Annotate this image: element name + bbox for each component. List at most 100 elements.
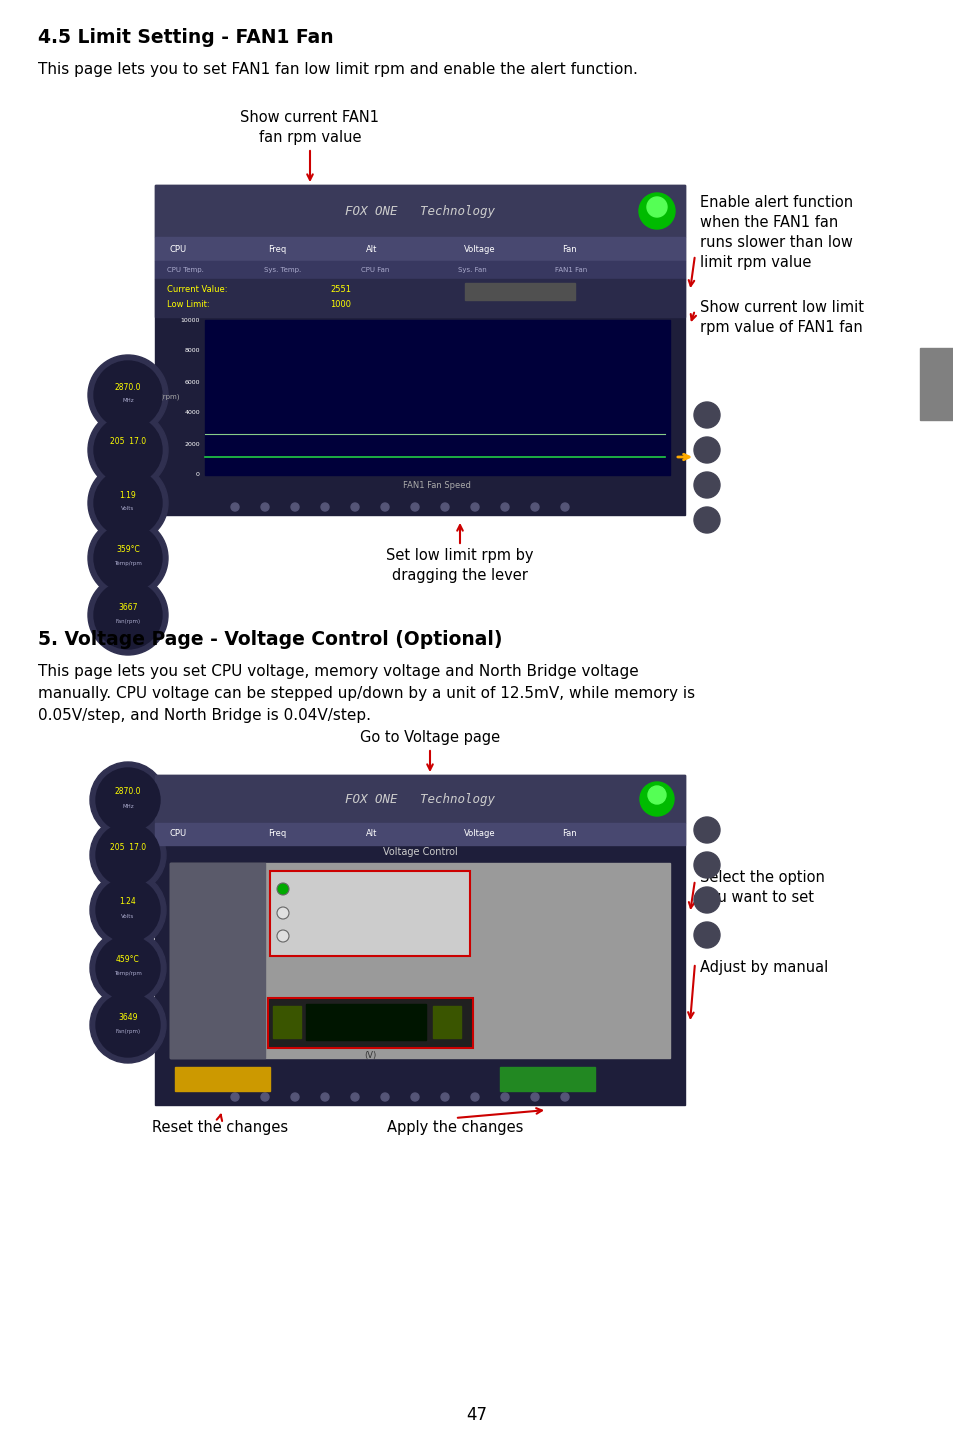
Text: Freq: Freq xyxy=(268,829,286,838)
Text: manually. CPU voltage can be stepped up/down by a unit of 12.5mV, while memory i: manually. CPU voltage can be stepped up/… xyxy=(38,685,695,701)
Text: Temp/rpm: Temp/rpm xyxy=(114,971,142,977)
Text: 4.5 Limit Setting - FAN1 Fan: 4.5 Limit Setting - FAN1 Fan xyxy=(38,28,334,46)
Circle shape xyxy=(94,581,162,649)
Circle shape xyxy=(693,402,720,428)
Text: fan rpm value: fan rpm value xyxy=(258,131,361,145)
Text: Alt: Alt xyxy=(366,829,377,838)
Circle shape xyxy=(500,502,509,511)
Circle shape xyxy=(96,768,160,832)
Text: CPU Voltage (Vcore): CPU Voltage (Vcore) xyxy=(295,884,380,893)
Text: Fan: Fan xyxy=(561,829,576,838)
Text: DRAM Voltage: DRAM Voltage xyxy=(295,909,355,918)
Text: Set low limit rpm by: Set low limit rpm by xyxy=(386,547,533,563)
Bar xyxy=(919,348,953,420)
Text: 0.0000: 0.0000 xyxy=(340,1015,391,1029)
Text: ⚡: ⚡ xyxy=(206,925,228,954)
Bar xyxy=(205,319,669,475)
Circle shape xyxy=(96,937,160,1000)
Text: MHz: MHz xyxy=(122,398,133,404)
Text: Low Limit:: Low Limit: xyxy=(167,301,210,309)
Circle shape xyxy=(471,1093,478,1101)
Text: ▼: ▼ xyxy=(282,1016,291,1027)
Circle shape xyxy=(90,987,166,1063)
Text: FAN1 Fan: FAN1 Fan xyxy=(555,267,587,273)
Bar xyxy=(154,261,684,279)
Circle shape xyxy=(291,1093,298,1101)
Text: Show current low limit: Show current low limit xyxy=(700,301,863,315)
Circle shape xyxy=(380,1093,389,1101)
Text: MHz: MHz xyxy=(122,803,133,809)
Circle shape xyxy=(291,502,298,511)
Text: Voltage Control: Voltage Control xyxy=(382,847,456,857)
Circle shape xyxy=(380,502,389,511)
Text: rpm value of FAN1 fan: rpm value of FAN1 fan xyxy=(700,319,862,335)
Text: 1.24: 1.24 xyxy=(119,897,136,906)
Text: 205  17.0: 205 17.0 xyxy=(110,437,146,447)
Text: 1000: 1000 xyxy=(330,301,351,309)
Bar xyxy=(273,1006,301,1038)
Text: 1.19: 1.19 xyxy=(119,491,136,499)
Bar xyxy=(170,862,265,1059)
Text: 205  17.0: 205 17.0 xyxy=(110,842,146,851)
Text: Select the option: Select the option xyxy=(700,870,824,886)
Bar xyxy=(174,1067,270,1090)
Text: Adjust by manual: Adjust by manual xyxy=(700,960,827,974)
Text: Sys. Temp.: Sys. Temp. xyxy=(264,267,301,273)
Circle shape xyxy=(88,518,168,598)
Text: ▲: ▲ xyxy=(442,1016,451,1027)
Circle shape xyxy=(693,852,720,878)
Circle shape xyxy=(440,502,449,511)
Text: 2000: 2000 xyxy=(184,441,200,447)
Circle shape xyxy=(411,502,418,511)
Circle shape xyxy=(94,524,162,592)
Circle shape xyxy=(320,1093,329,1101)
Circle shape xyxy=(261,1093,269,1101)
Text: 47: 47 xyxy=(466,1406,487,1424)
Text: 0.05V/step, and North Bridge is 0.04V/step.: 0.05V/step, and North Bridge is 0.04V/st… xyxy=(38,709,371,723)
Text: Temp/rpm: Temp/rpm xyxy=(114,562,142,566)
Text: Apply the changes: Apply the changes xyxy=(386,1119,522,1135)
Text: Apply: Apply xyxy=(533,1074,560,1085)
Text: 359°C: 359°C xyxy=(116,546,140,555)
Circle shape xyxy=(500,1093,509,1101)
Text: This page lets you to set FAN1 fan low limit rpm and enable the alert function.: This page lets you to set FAN1 fan low l… xyxy=(38,62,638,77)
Text: 5. Voltage Page - Voltage Control (Optional): 5. Voltage Page - Voltage Control (Optio… xyxy=(38,630,502,649)
Text: CPU: CPU xyxy=(170,829,187,838)
Text: Fan(rpm): Fan(rpm) xyxy=(115,619,140,623)
Bar xyxy=(306,1003,426,1040)
Text: Enable alert function: Enable alert function xyxy=(700,195,852,211)
Bar xyxy=(154,184,684,237)
Text: This page lets you set CPU voltage, memory voltage and North Bridge voltage: This page lets you set CPU voltage, memo… xyxy=(38,664,639,680)
Text: FOX ONE   Technology: FOX ONE Technology xyxy=(345,205,495,218)
Circle shape xyxy=(90,929,166,1006)
Text: Reset the changes: Reset the changes xyxy=(152,1119,288,1135)
Text: (rpm): (rpm) xyxy=(160,393,179,401)
Circle shape xyxy=(351,1093,358,1101)
Text: 3667: 3667 xyxy=(118,603,137,611)
Text: Voltage: Voltage xyxy=(463,244,496,254)
Text: 4: 4 xyxy=(929,375,943,393)
Circle shape xyxy=(440,1093,449,1101)
Text: Alt: Alt xyxy=(366,244,377,254)
Text: 4000: 4000 xyxy=(184,411,200,415)
Bar xyxy=(464,283,575,301)
Bar xyxy=(499,1067,595,1090)
Bar xyxy=(154,775,684,1105)
Text: FOX ONE   Technology: FOX ONE Technology xyxy=(345,793,495,806)
Text: Voltage: Voltage xyxy=(463,829,496,838)
Bar xyxy=(268,998,473,1048)
Text: CPU Temp.: CPU Temp. xyxy=(167,267,204,273)
Circle shape xyxy=(320,502,329,511)
Circle shape xyxy=(647,786,665,804)
Bar xyxy=(154,184,684,515)
Text: limit rpm value: limit rpm value xyxy=(700,256,810,270)
Circle shape xyxy=(276,908,289,919)
Circle shape xyxy=(90,817,166,893)
Circle shape xyxy=(231,1093,239,1101)
Text: Voltage Control: Voltage Control xyxy=(195,1044,238,1048)
Circle shape xyxy=(411,1093,418,1101)
Circle shape xyxy=(94,362,162,428)
Bar xyxy=(270,871,470,955)
Circle shape xyxy=(560,502,568,511)
Circle shape xyxy=(261,502,269,511)
